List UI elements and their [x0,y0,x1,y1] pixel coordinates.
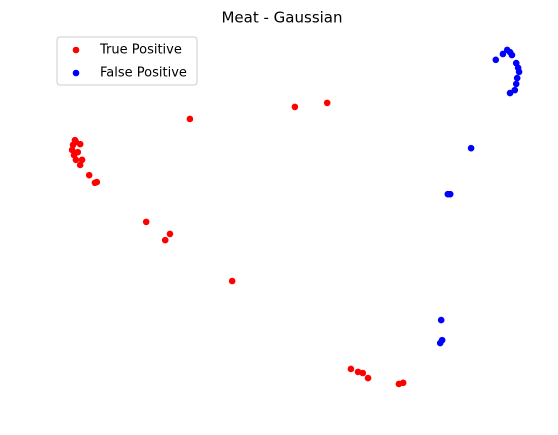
point [228,277,236,285]
point [142,218,150,226]
point [74,148,82,156]
point [513,74,521,82]
chart-title: Meat - Gaussian [221,9,342,27]
point [291,103,299,111]
point [467,144,475,152]
point [436,339,444,347]
point [511,86,519,94]
point [76,161,84,169]
legend-marker [72,46,80,54]
point [508,51,516,59]
point [446,190,454,198]
legend-box [56,36,198,86]
point [359,369,367,377]
point [161,236,169,244]
point [93,178,101,186]
point [186,115,194,123]
point [166,230,174,238]
point [506,89,514,97]
legend-label: False Positive [100,66,187,81]
point [515,68,523,76]
point [68,146,76,154]
point [512,80,520,88]
point [399,379,407,387]
point [323,99,331,107]
point [492,56,500,64]
point [72,156,80,164]
point [364,374,372,382]
point [85,171,93,179]
point [78,156,86,164]
legend-label: True Positive [99,43,182,58]
point [76,140,84,148]
legend-marker [72,69,80,77]
point [347,365,355,373]
point [499,50,507,58]
point [437,316,445,324]
